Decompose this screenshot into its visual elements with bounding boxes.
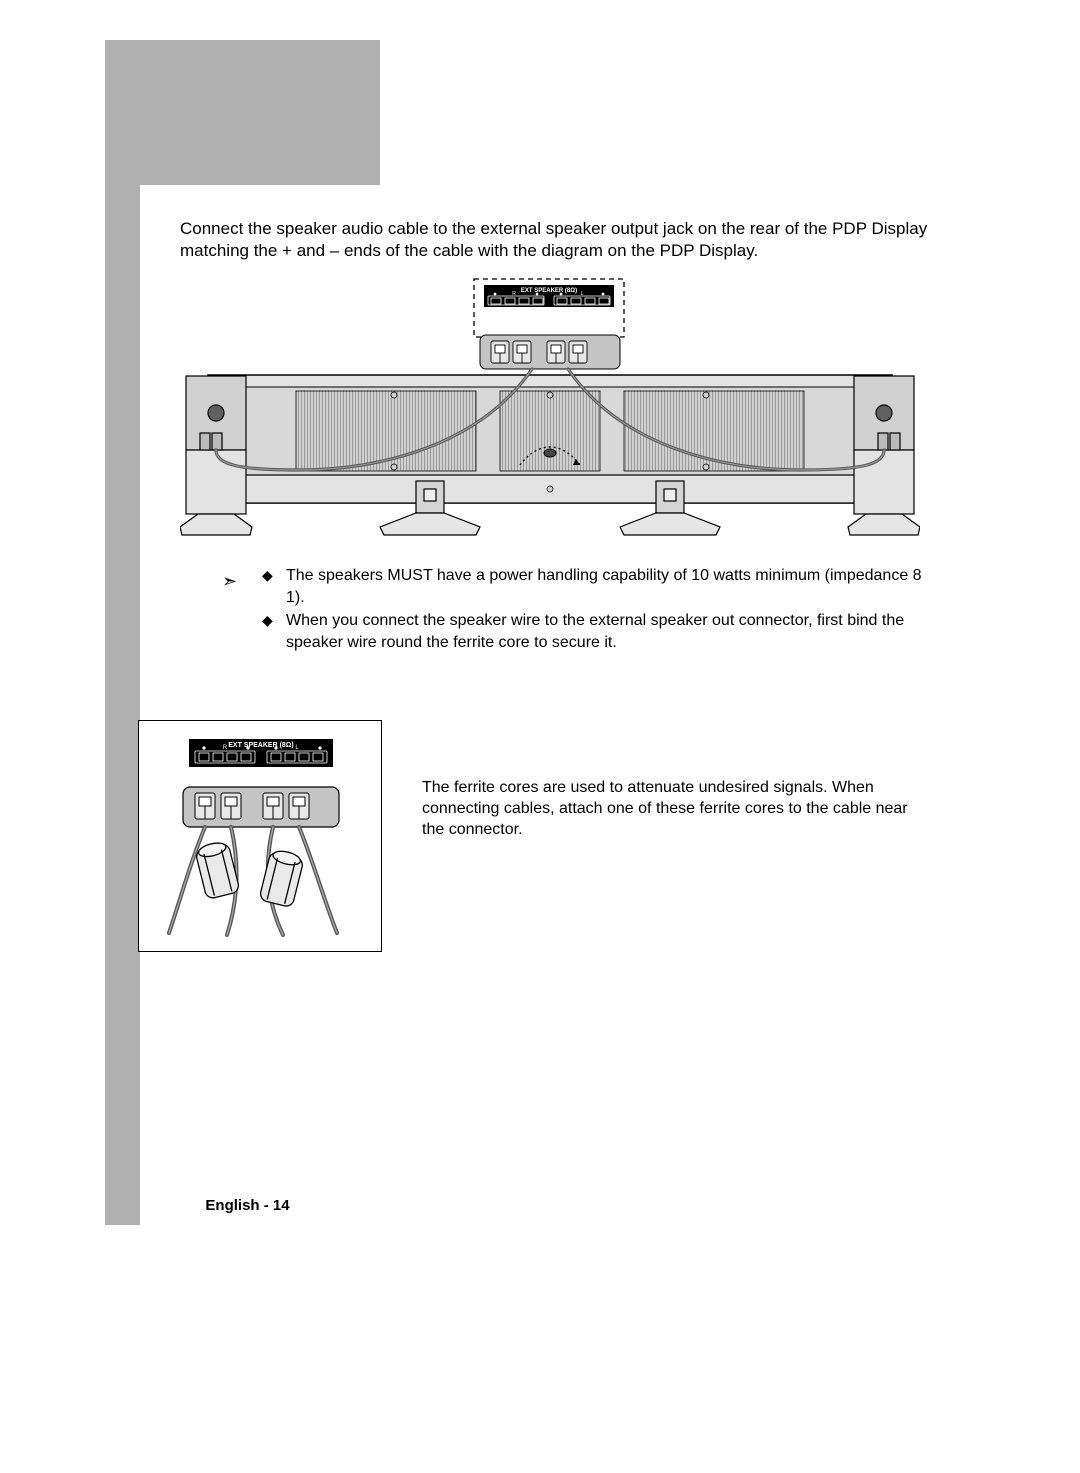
- ferrite-core: [194, 840, 304, 908]
- ferrite-header-label: EXT SPEAKER (8Ω): [228, 742, 294, 749]
- ferrite-description: The ferrite cores are used to attenuate …: [422, 778, 932, 840]
- page-number-bar: English - 14: [175, 1190, 320, 1220]
- svg-text:R: R: [223, 745, 228, 751]
- speaker-connection-diagram: EXT SPEAKER (8Ω) R L: [180, 275, 920, 545]
- terminal-header-label: EXT SPEAKER (8Ω): [521, 288, 577, 294]
- notes-block: ➣ The speakers MUST have a power handlin…: [222, 565, 942, 655]
- note-arrow-icon: ➣: [222, 569, 237, 593]
- note-item: When you connect the speaker wire to the…: [262, 610, 942, 653]
- svg-text:L: L: [581, 291, 584, 297]
- svg-text:R: R: [512, 291, 516, 297]
- intro-paragraph: Connect the speaker audio cable to the e…: [180, 218, 940, 262]
- ferrite-diagram-box: EXT SPEAKER (8Ω) R L: [138, 720, 382, 952]
- note-item: The speakers MUST have a power handling …: [262, 565, 942, 608]
